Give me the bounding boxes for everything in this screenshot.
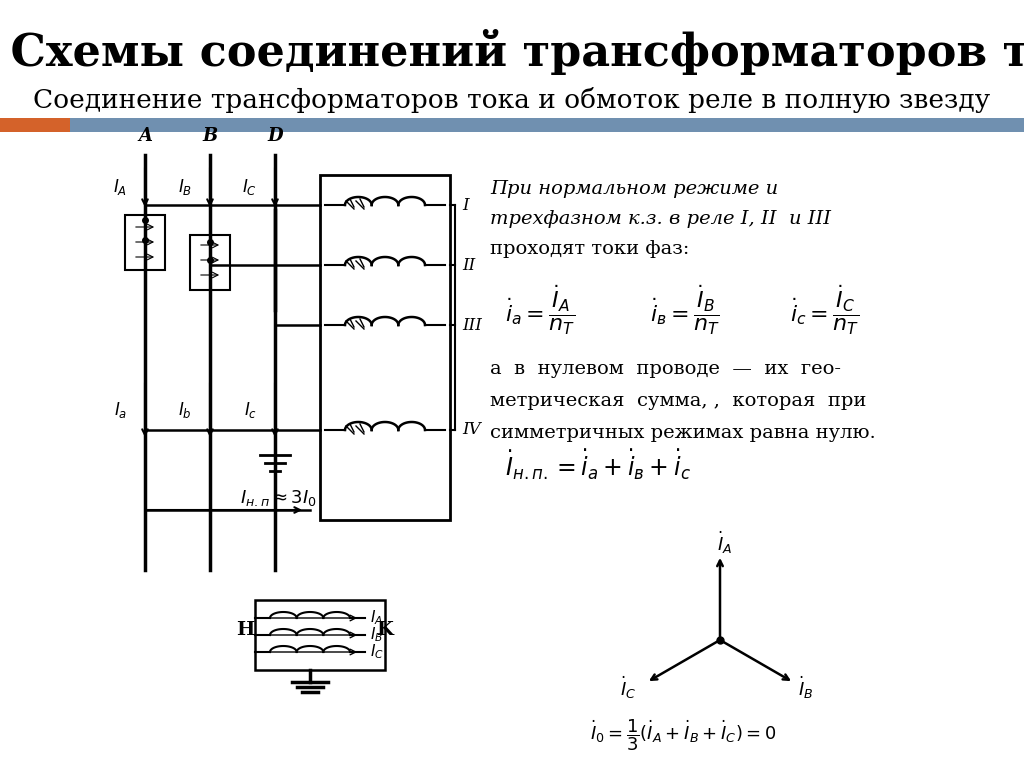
Text: A: A — [138, 127, 152, 145]
Text: а  в  нулевом  проводе  —  их  гео-: а в нулевом проводе — их гео- — [490, 360, 841, 378]
Text: 2.2. Схемы соединений трансформаторов тока: 2.2. Схемы соединений трансформаторов то… — [0, 29, 1024, 75]
Text: $I_B$: $I_B$ — [178, 177, 193, 197]
Text: $\dot{I}_C$: $\dot{I}_C$ — [621, 674, 637, 700]
Text: симметричных режимах равна нулю.: симметричных режимах равна нулю. — [490, 424, 876, 442]
Bar — [70, 118, 1024, 132]
Text: $\dot{I}_0 = \dfrac{1}{3}(\dot{I}_A + \dot{I}_B + \dot{I}_C) = 0$: $\dot{I}_0 = \dfrac{1}{3}(\dot{I}_A + \d… — [590, 717, 776, 753]
Text: проходят токи фаз:: проходят токи фаз: — [490, 240, 689, 258]
Text: При нормальном режиме и: При нормальном режиме и — [490, 180, 778, 198]
Text: $\dot{I}_{н.п.} = \dot{i}_a + \dot{i}_в + \dot{i}_c$: $\dot{I}_{н.п.} = \dot{i}_a + \dot{i}_в … — [505, 447, 691, 482]
Text: трехфазном к.з. в реле I, II  и III: трехфазном к.з. в реле I, II и III — [490, 210, 831, 228]
Text: $I_a$: $I_a$ — [114, 400, 127, 420]
Text: H: H — [236, 621, 254, 639]
Text: $\dot{I}_A$: $\dot{I}_A$ — [718, 530, 732, 556]
Bar — [190, 235, 230, 290]
Text: II: II — [462, 256, 475, 274]
Text: D: D — [267, 127, 283, 145]
Text: $I_C$: $I_C$ — [242, 177, 257, 197]
Text: $\dot{i}_c = \dfrac{\dot{I}_C}{n_T}$: $\dot{i}_c = \dfrac{\dot{I}_C}{n_T}$ — [790, 284, 859, 337]
Bar — [255, 600, 385, 670]
Text: $\dot{i}_в = \dfrac{\dot{I}_B}{n_T}$: $\dot{i}_в = \dfrac{\dot{I}_B}{n_T}$ — [650, 284, 720, 337]
Text: III: III — [462, 317, 482, 334]
Bar — [0, 118, 70, 132]
Bar — [125, 215, 165, 270]
Text: $I_C$: $I_C$ — [370, 643, 384, 661]
Text: K: K — [377, 621, 393, 639]
Text: $I_b$: $I_b$ — [178, 400, 193, 420]
Bar — [319, 175, 450, 520]
Text: $\dot{i}_a = \dfrac{\dot{I}_A}{n_T}$: $\dot{i}_a = \dfrac{\dot{I}_A}{n_T}$ — [505, 284, 575, 337]
Text: Соединение трансформаторов тока и обмоток реле в полную звезду: Соединение трансформаторов тока и обмото… — [34, 87, 990, 113]
Text: $I_A$: $I_A$ — [113, 177, 127, 197]
Text: метрическая  сумма, ,  которая  при: метрическая сумма, , которая при — [490, 392, 866, 410]
Text: B: B — [203, 127, 218, 145]
Text: IV: IV — [462, 422, 480, 439]
Text: $I_c$: $I_c$ — [244, 400, 257, 420]
Text: $\dot{I}_B$: $\dot{I}_B$ — [798, 674, 813, 700]
Text: $I_B$: $I_B$ — [370, 626, 383, 644]
Text: I: I — [462, 196, 469, 213]
Text: $I_{н.п}\approx 3I_0$: $I_{н.п}\approx 3I_0$ — [240, 488, 316, 508]
Text: $I_A$: $I_A$ — [370, 609, 383, 627]
